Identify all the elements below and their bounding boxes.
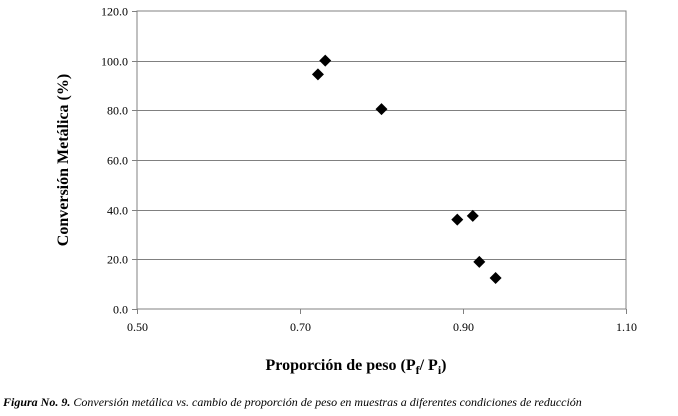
gridlines xyxy=(137,61,626,260)
axis-ticks xyxy=(132,11,627,314)
data-point xyxy=(489,271,502,284)
x-tick-label: 0.50 xyxy=(127,320,148,334)
y-tick-label: 80.0 xyxy=(107,104,128,118)
x-axis-title: Proporción de peso (Pf/ Pi) xyxy=(266,357,447,377)
y-tick-label: 100.0 xyxy=(101,55,128,69)
y-tick-label: 60.0 xyxy=(107,154,128,168)
y-tick-label: 40.0 xyxy=(107,204,128,218)
x-axis-title-sub-i: i xyxy=(438,363,442,377)
x-axis-title-sub-f: f xyxy=(416,363,421,377)
data-point xyxy=(311,68,324,81)
figure-caption-text: Conversión metálica vs. cambio de propor… xyxy=(70,395,582,409)
x-tick-label: 0.90 xyxy=(453,320,474,334)
y-tick-label: 20.0 xyxy=(107,253,128,267)
y-tick-labels: 0.0 20.0 40.0 60.0 80.0 100.0 120.0 xyxy=(101,5,128,317)
data-point xyxy=(466,209,479,222)
y-tick-label: 0.0 xyxy=(113,303,128,317)
x-tick-labels: 0.50 0.70 0.90 1.10 xyxy=(127,320,637,334)
y-axis-title: Conversión Metálica (%) xyxy=(55,74,72,246)
x-axis-title-prefix: Proporción de peso (P xyxy=(266,357,416,374)
x-axis-title-middle: / P xyxy=(419,357,438,374)
data-point xyxy=(451,213,464,226)
x-tick-label: 0.70 xyxy=(290,320,311,334)
x-axis-title-suffix: ) xyxy=(441,357,446,374)
data-point xyxy=(319,54,332,67)
data-point xyxy=(473,255,486,268)
data-point xyxy=(375,103,388,116)
figure-caption: Figura No. 9. Conversión metálica vs. ca… xyxy=(3,394,675,410)
y-tick-label: 120.0 xyxy=(101,5,128,19)
figure-caption-lead: Figura No. 9. xyxy=(3,395,71,409)
data-points xyxy=(311,54,502,284)
x-tick-label: 1.10 xyxy=(616,320,637,334)
